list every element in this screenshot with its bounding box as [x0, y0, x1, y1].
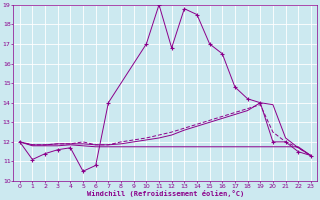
X-axis label: Windchill (Refroidissement éolien,°C): Windchill (Refroidissement éolien,°C): [87, 190, 244, 197]
